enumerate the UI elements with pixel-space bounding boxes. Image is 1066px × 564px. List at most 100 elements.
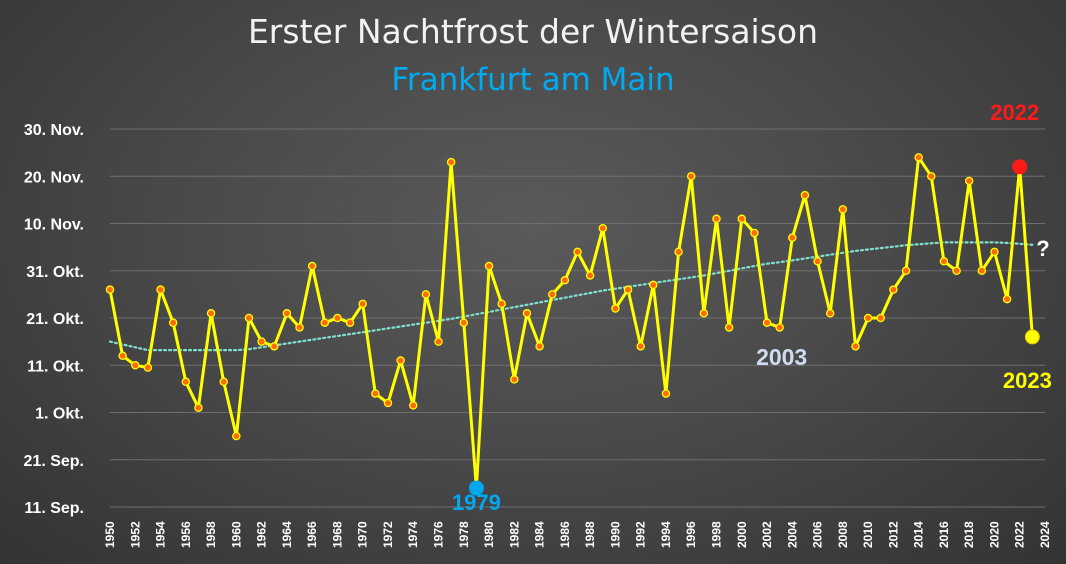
x-tick-label: 2012 xyxy=(886,521,900,548)
data-point xyxy=(560,275,570,285)
data-point xyxy=(497,299,506,309)
y-tick-label: 11. Sep. xyxy=(24,500,84,517)
y-tick-label: 10. Nov. xyxy=(24,217,84,234)
x-tick-label: 1954 xyxy=(154,521,168,548)
data-point xyxy=(636,342,645,351)
data-point xyxy=(825,309,835,318)
x-tick-label: 1988 xyxy=(583,521,597,548)
data-point xyxy=(914,153,923,162)
x-tick-label: 2002 xyxy=(760,521,774,548)
x-tick-label: 1960 xyxy=(229,521,243,548)
data-point xyxy=(649,280,658,290)
data-point xyxy=(724,323,734,332)
data-point xyxy=(143,363,153,372)
x-tick-label: 1952 xyxy=(128,521,142,548)
y-tick-label: 30. Nov. xyxy=(24,122,84,139)
highlight-point-2022 xyxy=(1012,159,1028,175)
x-tick-label: 1992 xyxy=(634,521,648,548)
x-tick-label: 1980 xyxy=(482,521,496,548)
data-point xyxy=(408,401,418,410)
data-point xyxy=(611,304,620,313)
data-point xyxy=(358,299,367,309)
data-point xyxy=(952,266,961,275)
x-tick-label: 1968 xyxy=(330,521,344,548)
x-tick-label: 2024 xyxy=(1038,521,1052,548)
x-tick-label: 1986 xyxy=(558,521,572,548)
chart-subtitle: Frankfurt am Main xyxy=(391,62,675,98)
data-point xyxy=(131,360,140,370)
data-point xyxy=(964,176,974,186)
data-point xyxy=(686,171,696,181)
data-point xyxy=(270,342,279,351)
x-tick-label: 1962 xyxy=(255,521,269,548)
x-tick-label: 2006 xyxy=(811,521,825,548)
y-tick-label: 1. Okt. xyxy=(35,406,84,423)
annotation-y2023: 2023 xyxy=(1003,368,1052,393)
data-point xyxy=(977,266,987,275)
x-tick-label: 1970 xyxy=(356,521,370,548)
data-point xyxy=(737,214,747,224)
data-point xyxy=(434,337,443,346)
x-tick-label: 1998 xyxy=(709,521,723,548)
data-point xyxy=(585,271,595,280)
data-point xyxy=(371,389,380,398)
data-point xyxy=(750,228,759,238)
data-point xyxy=(396,356,405,365)
x-tick-label: 1964 xyxy=(280,521,294,548)
x-tick-label: 2014 xyxy=(912,521,926,548)
data-point xyxy=(295,323,304,332)
data-point xyxy=(535,342,544,351)
data-point xyxy=(232,431,241,441)
x-tick-label: 1984 xyxy=(533,521,547,548)
data-point xyxy=(547,290,557,299)
x-tick-label: 1982 xyxy=(507,521,521,548)
x-tick-label: 1994 xyxy=(659,521,673,548)
x-tick-label: 2016 xyxy=(937,521,951,548)
data-point xyxy=(775,323,784,332)
data-point xyxy=(484,261,494,271)
data-point xyxy=(168,318,178,327)
chart-title: Erster Nachtfrost der Wintersaison xyxy=(247,12,819,51)
data-point xyxy=(851,342,860,351)
highlight-point-1979 xyxy=(468,480,484,496)
data-point xyxy=(219,377,228,387)
data-point xyxy=(1002,294,1012,304)
data-point xyxy=(320,318,330,327)
x-tick-label: 1974 xyxy=(406,521,420,548)
data-point xyxy=(712,214,721,224)
series-line xyxy=(108,155,1034,490)
x-tick-label: 1996 xyxy=(684,521,698,548)
y-tick-label: 11. Okt. xyxy=(27,358,84,375)
data-point xyxy=(661,389,671,398)
x-tick-label: 1966 xyxy=(305,521,319,548)
data-point xyxy=(800,190,810,200)
x-tick-label: 2020 xyxy=(987,521,1001,548)
x-tick-label: 2000 xyxy=(735,521,749,548)
data-point xyxy=(674,247,683,257)
data-point xyxy=(333,313,342,323)
data-point xyxy=(522,309,532,318)
data-point xyxy=(939,257,949,266)
data-point xyxy=(156,285,165,294)
data-point xyxy=(244,313,254,323)
data-point xyxy=(181,377,191,387)
data-point xyxy=(863,313,873,323)
annotation-y2022: 2022 xyxy=(990,100,1039,125)
data-point xyxy=(901,266,911,275)
x-tick-label: 2010 xyxy=(861,521,875,548)
x-tick-label: 2022 xyxy=(1013,521,1027,548)
y-tick-label: 20. Nov. xyxy=(24,169,84,186)
data-point xyxy=(623,285,633,294)
x-tick-label: 1976 xyxy=(432,521,446,548)
data-point xyxy=(598,223,608,233)
annotation-q: ? xyxy=(1036,236,1049,261)
data-point xyxy=(876,313,885,323)
x-tick-label: 1956 xyxy=(179,521,193,548)
data-point xyxy=(206,309,216,318)
data-point xyxy=(345,318,355,327)
data-point xyxy=(383,398,393,408)
data-point xyxy=(194,403,203,413)
highlight-point-2023 xyxy=(1024,329,1040,345)
